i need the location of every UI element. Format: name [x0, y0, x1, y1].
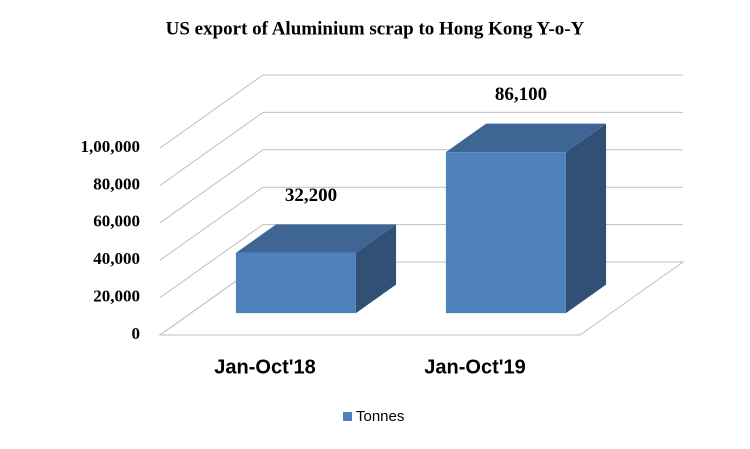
grid-line	[159, 111, 683, 186]
legend-swatch	[343, 412, 352, 421]
y-tick-label: 0	[132, 324, 141, 343]
bar-top	[445, 123, 607, 153]
y-tick-label: 80,000	[93, 174, 140, 193]
bar-top	[235, 224, 397, 253]
grid-line	[159, 74, 683, 149]
value-label: 86,100	[495, 84, 547, 105]
bar-side	[355, 224, 397, 314]
legend-label: Tonnes	[356, 408, 404, 425]
bar-side	[565, 123, 607, 314]
bar	[445, 152, 566, 314]
value-label: 32,200	[285, 185, 337, 206]
y-tick-label: 60,000	[93, 212, 140, 231]
x-tick-label: Jan-Oct'18	[214, 356, 315, 378]
x-tick-label: Jan-Oct'19	[424, 356, 525, 378]
y-tick-label: 40,000	[93, 249, 140, 268]
y-tick-label: 1,00,000	[81, 137, 141, 156]
y-tick-label: 20,000	[93, 287, 140, 306]
chart-title: US export of Aluminium scrap to Hong Kon…	[166, 18, 585, 39]
bar	[235, 252, 356, 314]
